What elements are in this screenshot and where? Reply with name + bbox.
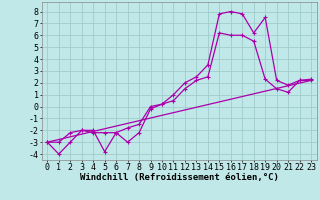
X-axis label: Windchill (Refroidissement éolien,°C): Windchill (Refroidissement éolien,°C) xyxy=(80,173,279,182)
